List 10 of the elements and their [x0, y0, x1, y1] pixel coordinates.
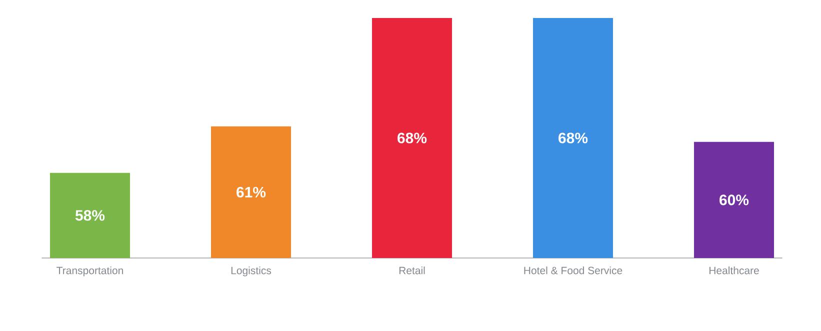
data-label: 58% — [75, 210, 105, 221]
data-label: 68% — [558, 132, 588, 144]
x-tick-label: Hotel & Food Service — [524, 266, 622, 274]
x-tick-label: Transportation — [56, 266, 123, 276]
x-tick-label: Logistics — [231, 266, 272, 276]
data-label: 61% — [236, 186, 266, 198]
data-label: 68% — [398, 132, 427, 144]
data-label: 60% — [720, 194, 749, 206]
x-tick-label: Retail — [399, 266, 425, 274]
x-tick-label: Healthcare — [709, 266, 759, 274]
